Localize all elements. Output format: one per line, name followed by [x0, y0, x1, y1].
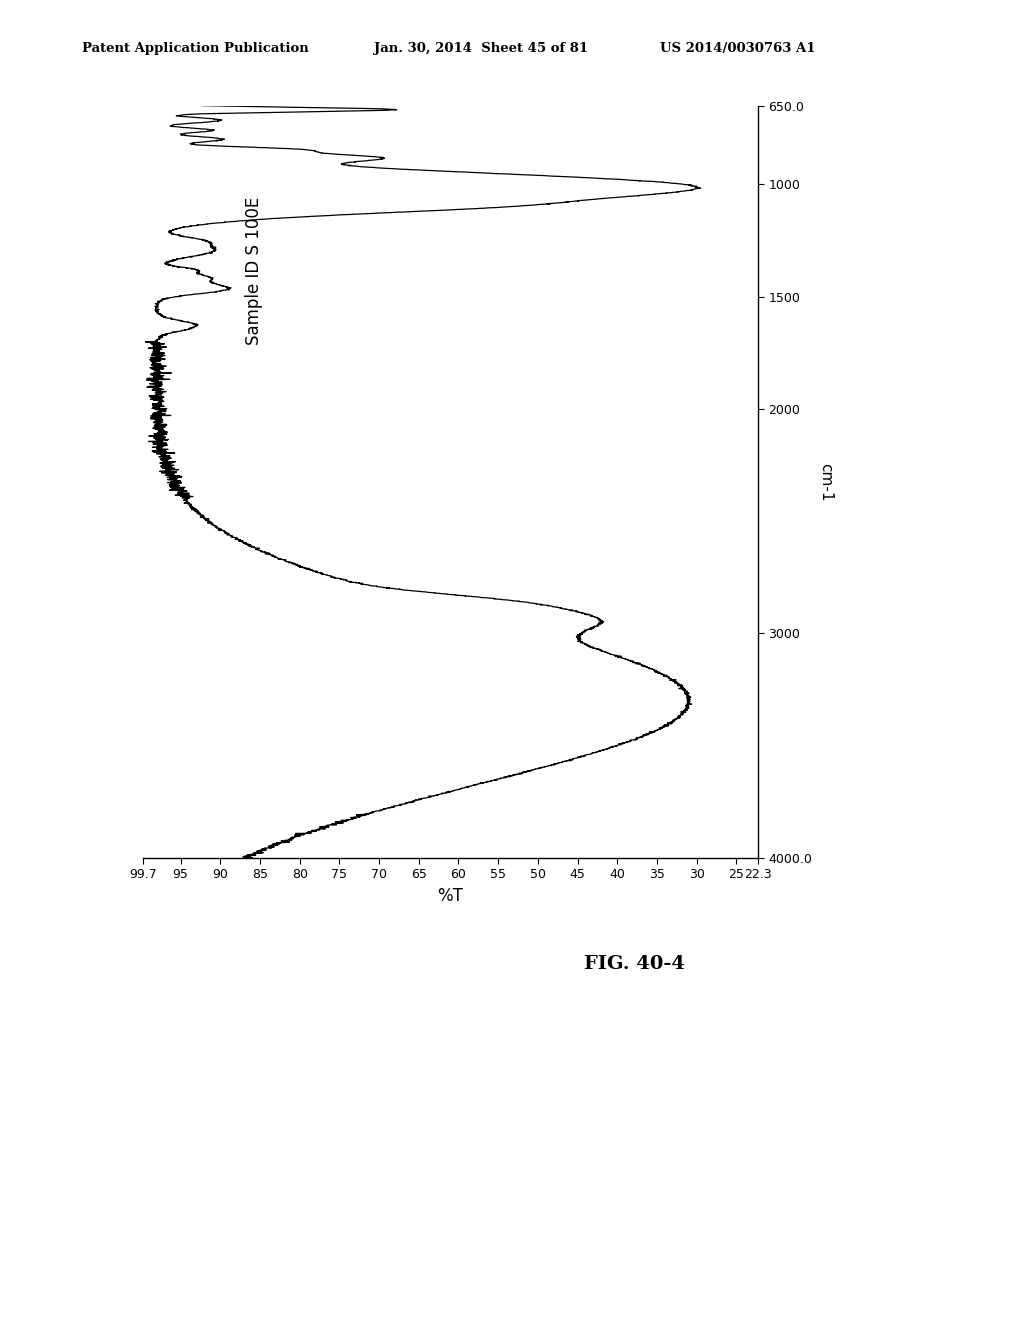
Y-axis label: cm-1: cm-1	[818, 462, 833, 502]
Text: FIG. 40-4: FIG. 40-4	[585, 954, 685, 973]
X-axis label: %T: %T	[437, 887, 464, 906]
Text: Jan. 30, 2014  Sheet 45 of 81: Jan. 30, 2014 Sheet 45 of 81	[374, 42, 588, 55]
Text: Patent Application Publication: Patent Application Publication	[82, 42, 308, 55]
Text: US 2014/0030763 A1: US 2014/0030763 A1	[660, 42, 816, 55]
Text: Sample ID S 100E: Sample ID S 100E	[245, 197, 263, 346]
